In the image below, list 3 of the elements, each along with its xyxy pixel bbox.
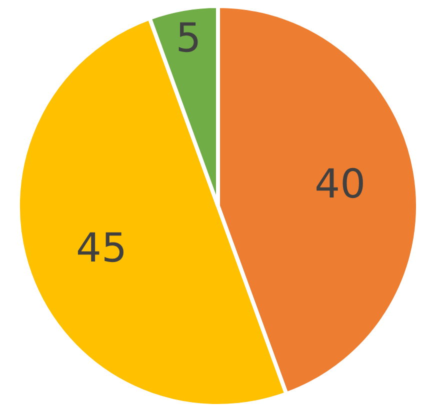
data-label: 40 — [314, 161, 366, 208]
data-label: 45 — [76, 225, 127, 272]
data-label: 5 — [176, 16, 202, 62]
